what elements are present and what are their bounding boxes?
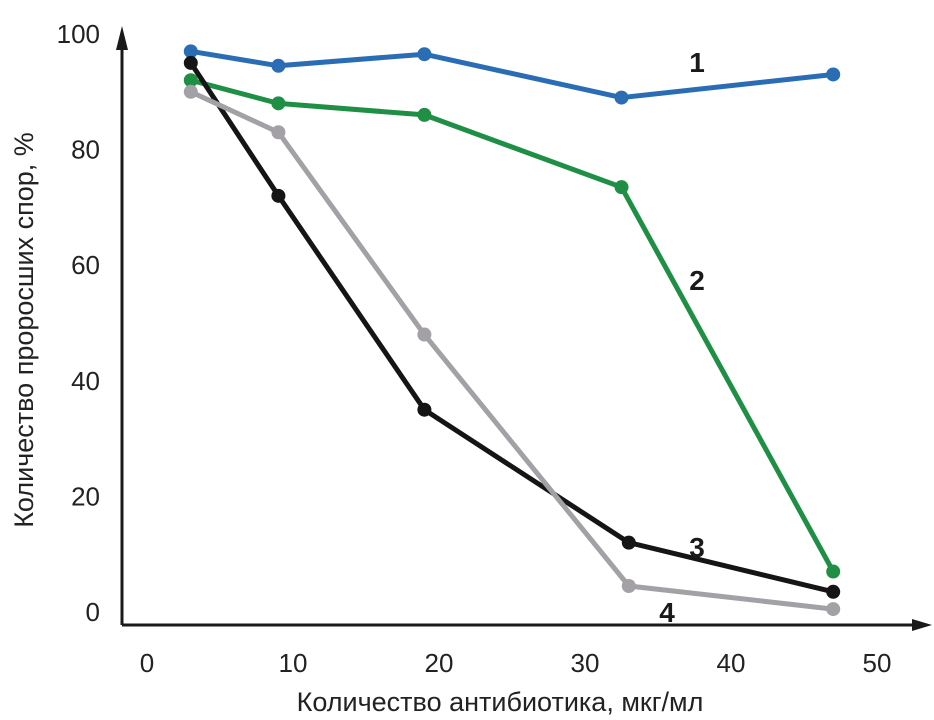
series-label-4: 4 <box>659 597 675 628</box>
data-point <box>614 180 629 195</box>
data-point <box>417 327 432 342</box>
data-point <box>183 44 198 59</box>
axis-titles: Количество антибиотика, мкг/мл Количеств… <box>9 132 703 717</box>
data-point <box>183 55 198 70</box>
y-tick-label: 80 <box>71 135 100 165</box>
series-2 <box>183 73 841 579</box>
data-point <box>271 96 286 111</box>
y-tick-label: 0 <box>86 597 100 627</box>
series-1 <box>183 44 841 105</box>
x-axis-title: Количество антибиотика, мкг/мл <box>297 687 704 717</box>
data-point <box>183 84 198 99</box>
data-point <box>826 602 841 617</box>
x-tick-label: 10 <box>279 648 308 678</box>
data-point <box>271 188 286 203</box>
y-axis-title: Количество проросших спор, % <box>9 132 39 528</box>
data-point <box>183 73 198 88</box>
y-tick-label: 60 <box>71 250 100 280</box>
x-tick-label: 30 <box>571 648 600 678</box>
series-label-1: 1 <box>689 47 705 78</box>
data-point <box>417 402 432 417</box>
series-4 <box>183 84 841 617</box>
series-line-4 <box>188 89 836 612</box>
series-labels: 1 2 3 4 <box>659 47 705 628</box>
data-point <box>271 58 286 73</box>
data-point <box>614 90 629 105</box>
y-tick-label: 40 <box>71 366 100 396</box>
data-point <box>271 125 286 140</box>
series-label-2: 2 <box>689 265 705 296</box>
series-line-1 <box>188 48 836 101</box>
data-point <box>417 47 432 62</box>
x-axis-arrow <box>912 619 932 631</box>
y-tick-label: 100 <box>57 19 100 49</box>
data-point <box>826 67 841 82</box>
series-line-2 <box>188 77 836 574</box>
series-group <box>183 44 841 617</box>
data-point <box>417 107 432 122</box>
series-label-3: 3 <box>689 532 705 563</box>
data-point <box>621 535 636 550</box>
x-tick-label: 40 <box>717 648 746 678</box>
data-point <box>826 564 841 579</box>
x-tick-label: 0 <box>140 648 154 678</box>
y-tick-label: 20 <box>71 481 100 511</box>
series-3 <box>183 55 841 599</box>
y-axis-arrow <box>116 26 128 50</box>
x-tick-label: 20 <box>425 648 454 678</box>
x-tick-label: 50 <box>863 648 892 678</box>
data-point <box>826 584 841 599</box>
data-point <box>621 578 636 593</box>
axes: 0 20 40 60 80 100 0 10 20 30 40 50 <box>57 19 932 678</box>
